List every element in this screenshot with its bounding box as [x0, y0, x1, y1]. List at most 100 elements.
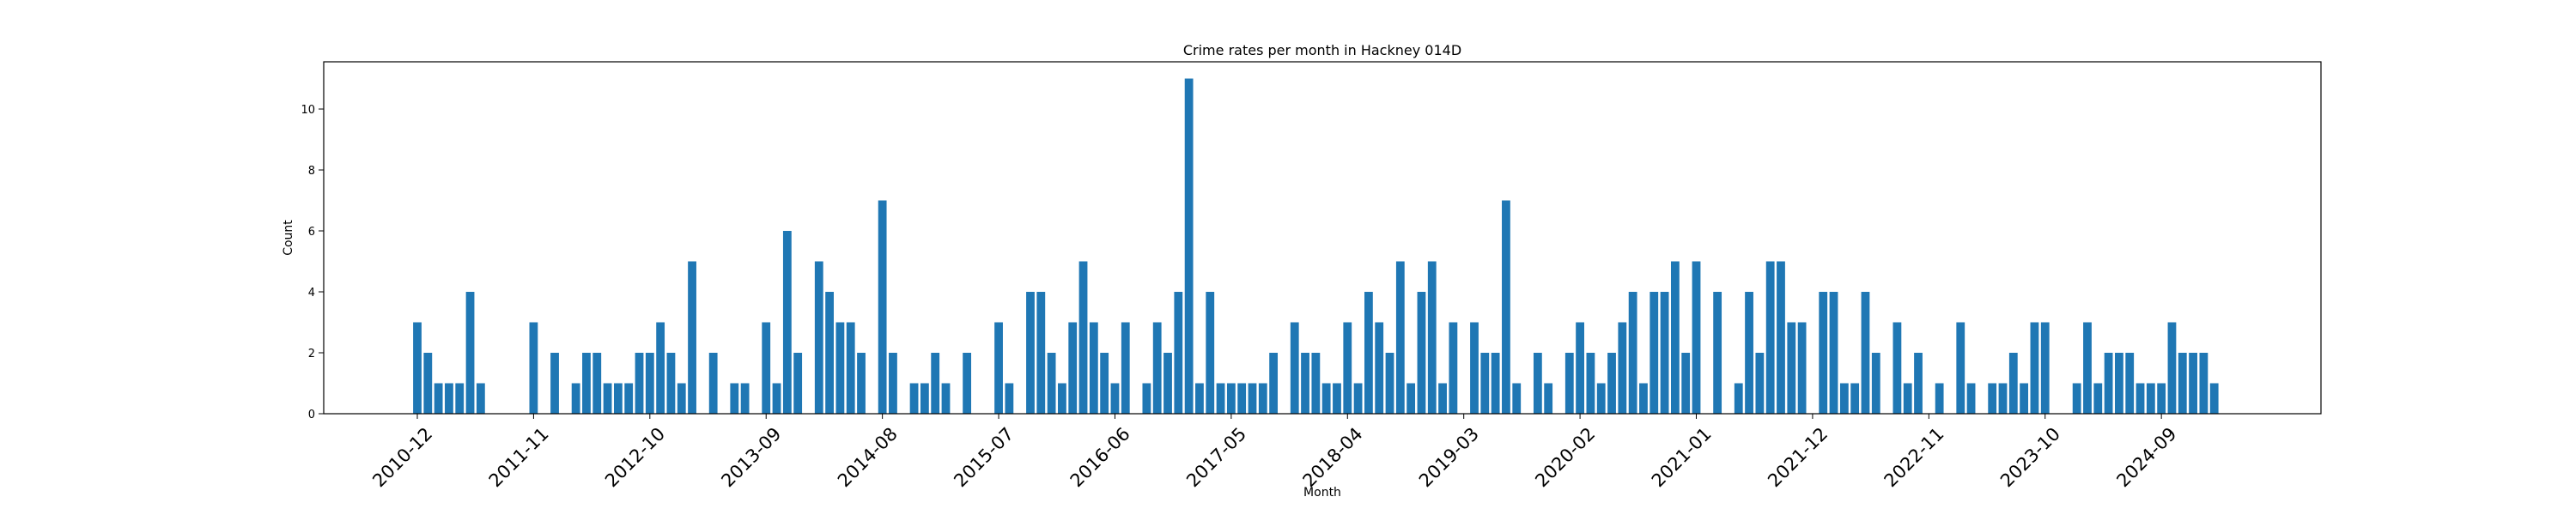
bar [846, 322, 855, 414]
bar [1121, 322, 1130, 414]
bar [1321, 383, 1331, 414]
bar [624, 383, 634, 414]
bar [1375, 322, 1384, 414]
y-tick-label: 8 [308, 165, 315, 178]
bar [529, 322, 538, 414]
x-tick-label: 2024-09 [2112, 423, 2180, 491]
bar [1184, 78, 1194, 415]
bar [645, 353, 654, 414]
bar [603, 383, 612, 414]
bar [1078, 261, 1088, 414]
bar [1935, 383, 1944, 414]
bar [1533, 353, 1542, 414]
bar [1649, 292, 1659, 414]
bar [445, 383, 453, 414]
x-tick-label: 2014-08 [834, 423, 902, 491]
bar [1026, 292, 1035, 414]
bar [963, 353, 972, 414]
bar [423, 353, 433, 414]
bar [1871, 353, 1880, 414]
bar [2167, 322, 2177, 414]
bar [1777, 261, 1785, 414]
bar [1829, 292, 1838, 414]
bar [1596, 383, 1606, 414]
bar [465, 292, 475, 414]
bar [708, 353, 718, 414]
x-tick-label: 2012-10 [601, 423, 669, 491]
bar [1110, 383, 1120, 414]
bar [2020, 383, 2029, 414]
bar [2209, 383, 2219, 414]
bar [1237, 383, 1247, 414]
bar [1787, 322, 1796, 414]
bar [1174, 292, 1183, 414]
bar [1903, 383, 1912, 414]
bar [1692, 261, 1701, 414]
bar [1491, 353, 1500, 414]
bar [1660, 292, 1669, 414]
bar [1226, 383, 1236, 414]
bar [994, 322, 1003, 414]
bar [1819, 292, 1828, 414]
bar [1470, 322, 1479, 414]
bar [1797, 322, 1807, 414]
x-tick-label: 2021-12 [1764, 423, 1832, 491]
bar [1449, 322, 1458, 414]
bar [1438, 383, 1447, 414]
bar [1765, 261, 1775, 414]
bar [2030, 322, 2039, 414]
plot-frame [323, 61, 2322, 415]
bar [1576, 322, 1584, 414]
bar [2157, 383, 2166, 414]
x-axis-label: Month [1303, 486, 1341, 500]
bar [1047, 353, 1056, 414]
bar [1681, 353, 1691, 414]
bar [2093, 383, 2103, 414]
bar [730, 383, 739, 414]
bar [413, 322, 422, 414]
bar [1839, 383, 1849, 414]
y-tick-label: 10 [301, 104, 315, 117]
bar [550, 353, 559, 414]
bar [2146, 383, 2155, 414]
bar [740, 383, 750, 414]
bar [2008, 353, 2018, 414]
bar [1058, 383, 1066, 414]
bar [1628, 292, 1637, 414]
bar [1364, 292, 1373, 414]
bar [814, 261, 823, 414]
bar [2125, 353, 2135, 414]
bar [666, 353, 676, 414]
bar [688, 261, 696, 414]
bar [2072, 383, 2081, 414]
x-axis: 2010-12 2011-11 2012-10 2013-09 2014-08 2015-… [368, 414, 2180, 491]
bar [2040, 322, 2050, 414]
bar [1290, 322, 1299, 414]
x-tick-label: 2019-03 [1415, 423, 1483, 491]
bar [793, 353, 803, 414]
bar [1163, 353, 1172, 414]
y-tick-label: 6 [308, 226, 315, 239]
bar [835, 322, 845, 414]
bar [2189, 353, 2197, 414]
bar [434, 383, 443, 414]
x-tick-label: 2013-09 [717, 423, 785, 491]
bar [2199, 353, 2208, 414]
bar [1914, 353, 1923, 414]
bar [1417, 292, 1426, 414]
bar [1343, 322, 1352, 414]
bar [1956, 322, 1965, 414]
bar [1089, 322, 1098, 414]
bar [2083, 322, 2092, 414]
bar [1607, 353, 1616, 414]
bar [931, 353, 940, 414]
x-tick-label: 2016-06 [1066, 423, 1134, 491]
bar [909, 383, 919, 414]
bar [1734, 383, 1743, 414]
bar [582, 353, 591, 414]
bar [1333, 383, 1341, 414]
bar [1670, 261, 1680, 414]
bar [1586, 353, 1595, 414]
bar [1512, 383, 1522, 414]
bar [613, 383, 623, 414]
